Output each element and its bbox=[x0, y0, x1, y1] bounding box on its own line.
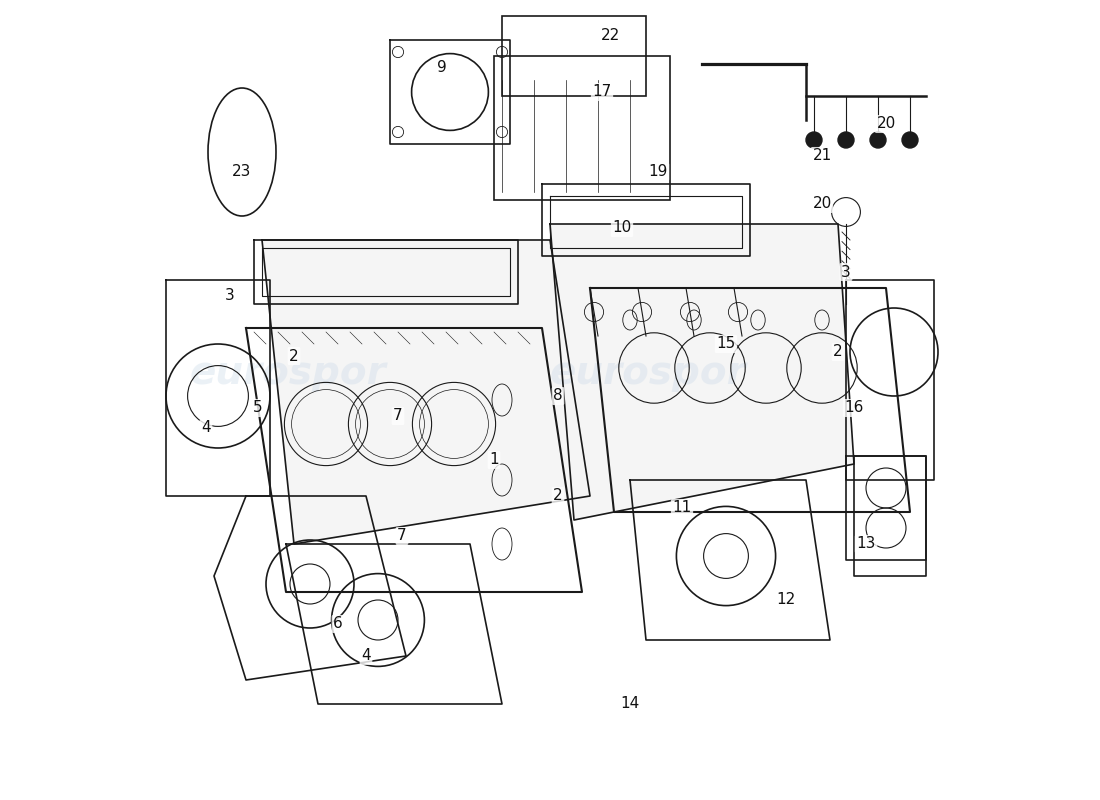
Polygon shape bbox=[550, 224, 854, 520]
Text: 23: 23 bbox=[232, 165, 252, 179]
Text: 21: 21 bbox=[813, 149, 832, 163]
Text: 10: 10 bbox=[613, 221, 631, 235]
Text: 14: 14 bbox=[620, 697, 639, 711]
Text: 7: 7 bbox=[397, 529, 407, 543]
Text: 17: 17 bbox=[593, 85, 612, 99]
Text: 4: 4 bbox=[361, 649, 371, 663]
Text: 13: 13 bbox=[856, 537, 876, 551]
Text: 7: 7 bbox=[393, 409, 403, 423]
Polygon shape bbox=[262, 240, 590, 544]
Text: 1: 1 bbox=[490, 453, 498, 467]
Text: 22: 22 bbox=[601, 29, 619, 43]
Circle shape bbox=[806, 132, 822, 148]
Text: eurospor: eurospor bbox=[550, 354, 747, 392]
Text: 15: 15 bbox=[716, 337, 736, 351]
Text: 12: 12 bbox=[777, 593, 795, 607]
Text: eurospor: eurospor bbox=[190, 354, 387, 392]
Text: 20: 20 bbox=[813, 197, 832, 211]
Circle shape bbox=[870, 132, 886, 148]
Text: 2: 2 bbox=[289, 349, 299, 363]
Circle shape bbox=[838, 132, 854, 148]
Text: 9: 9 bbox=[437, 61, 447, 75]
Text: 2: 2 bbox=[833, 345, 843, 359]
Text: 5: 5 bbox=[253, 401, 263, 415]
Text: 20: 20 bbox=[877, 117, 895, 131]
Text: 3: 3 bbox=[226, 289, 235, 303]
Text: 19: 19 bbox=[648, 165, 668, 179]
Text: 8: 8 bbox=[553, 389, 563, 403]
Text: 4: 4 bbox=[201, 421, 211, 435]
Circle shape bbox=[902, 132, 918, 148]
Text: 11: 11 bbox=[672, 501, 692, 515]
Text: 6: 6 bbox=[333, 617, 343, 631]
Text: 16: 16 bbox=[845, 401, 864, 415]
Text: 2: 2 bbox=[553, 489, 563, 503]
Text: 3: 3 bbox=[842, 265, 851, 279]
